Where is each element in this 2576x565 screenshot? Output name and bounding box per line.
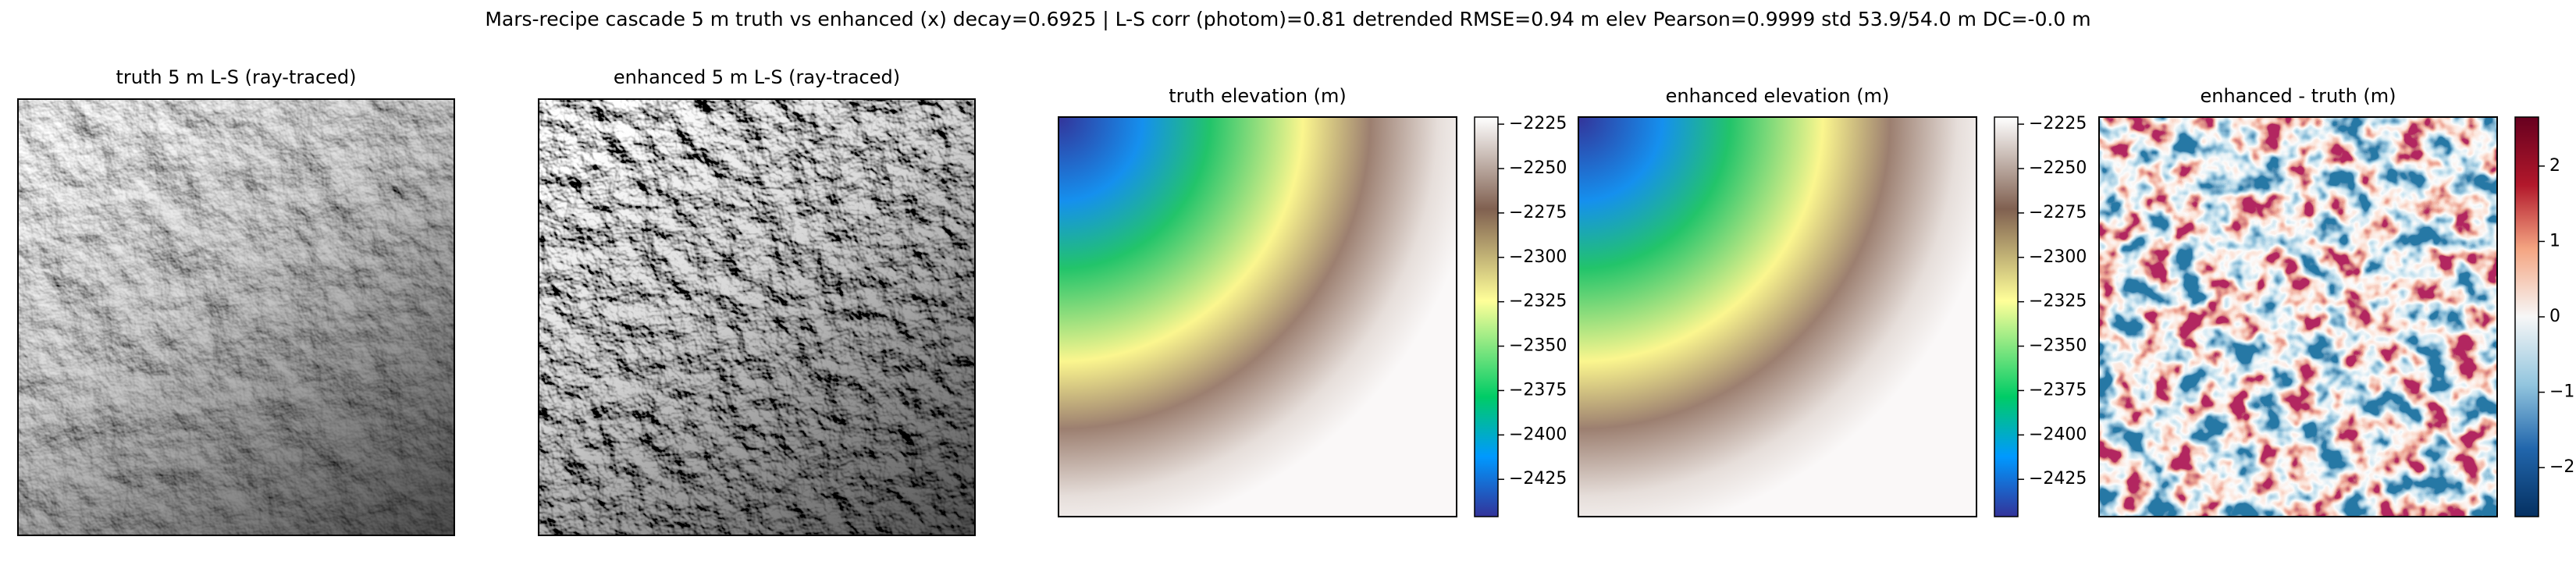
truth-elevation-image bbox=[1059, 117, 1457, 517]
panel-title: truth 5 m L-S (ray-traced) bbox=[116, 66, 356, 88]
colorbar-tick-label: −2425 bbox=[1509, 469, 1567, 489]
colorbar bbox=[2514, 116, 2539, 517]
enhanced-hillshade-image bbox=[539, 99, 975, 535]
colorbar-tick-label: 0 bbox=[2549, 307, 2560, 326]
panel-frame bbox=[17, 98, 455, 536]
panel-title: enhanced elevation (m) bbox=[1666, 85, 1890, 107]
colorbar-tick-label: −2225 bbox=[2029, 114, 2087, 133]
panel-title: enhanced 5 m L-S (ray-traced) bbox=[614, 66, 900, 88]
colorbar-tick-label: −2275 bbox=[1509, 203, 1567, 222]
panel-frame bbox=[2098, 116, 2498, 517]
colorbar bbox=[1474, 116, 1499, 517]
colorbar-tick-label: −2 bbox=[2549, 457, 2574, 477]
panel-title: truth elevation (m) bbox=[1169, 85, 1347, 107]
panel-title: enhanced - truth (m) bbox=[2200, 85, 2396, 107]
truth-hillshade-image bbox=[18, 99, 454, 535]
colorbar-tick-label: −2275 bbox=[2029, 203, 2087, 222]
colorbar-tick-label: −2300 bbox=[2029, 247, 2087, 267]
colorbar-tick-label: −2425 bbox=[2029, 469, 2087, 489]
colorbar-tick-label: −2325 bbox=[1509, 292, 1567, 311]
panel-frame bbox=[1058, 116, 1457, 517]
colorbar-tick-label: −2325 bbox=[2029, 292, 2087, 311]
colorbar-tick-label: 1 bbox=[2549, 231, 2560, 251]
difference-image bbox=[2099, 117, 2497, 517]
enhanced-elevation-image bbox=[1578, 117, 1976, 517]
colorbar-tick-label: −2225 bbox=[1509, 114, 1567, 133]
colorbar-tick-label: −1 bbox=[2549, 382, 2574, 402]
figure-title: Mars-recipe cascade 5 m truth vs enhance… bbox=[485, 8, 2090, 30]
colorbar-tick-label: −2375 bbox=[2029, 380, 2087, 400]
colorbar-tick-label: −2400 bbox=[2029, 425, 2087, 444]
colorbar-tick-label: −2250 bbox=[1509, 158, 1567, 178]
colorbar-tick-label: −2400 bbox=[1509, 425, 1567, 444]
panel-frame bbox=[538, 98, 976, 536]
colorbar-tick-label: 2 bbox=[2549, 156, 2560, 176]
colorbar bbox=[1994, 116, 2019, 517]
colorbar-tick-label: −2350 bbox=[2029, 336, 2087, 356]
colorbar-tick-label: −2350 bbox=[1509, 336, 1567, 356]
colorbar-tick-label: −2375 bbox=[1509, 380, 1567, 400]
colorbar-tick-label: −2250 bbox=[2029, 158, 2087, 178]
panel-frame bbox=[1578, 116, 1977, 517]
colorbar-tick-label: −2300 bbox=[1509, 247, 1567, 267]
